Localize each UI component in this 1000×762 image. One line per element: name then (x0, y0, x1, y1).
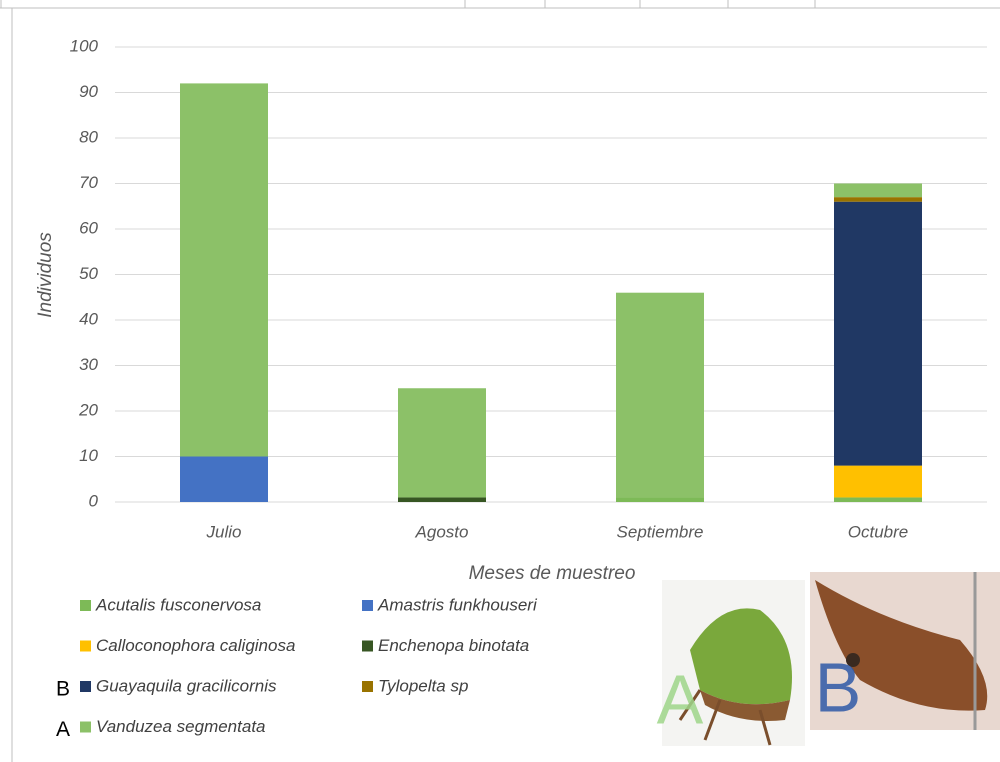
bar-segment (834, 183, 922, 198)
legend-swatch (80, 600, 91, 611)
legend-swatch (80, 640, 91, 652)
y-tick-label: 10 (79, 446, 98, 465)
image-label: A (657, 660, 704, 738)
legend-label: Guayaquila gracilicornis (96, 676, 277, 695)
legend-marker: B (56, 678, 70, 701)
y-tick-label: 100 (70, 36, 99, 55)
legend-label: Vanduzea segmentata (96, 717, 266, 736)
y-tick-label: 70 (79, 173, 98, 192)
bar-segment (834, 197, 922, 202)
bar-segment (834, 201, 922, 466)
legend-swatch (362, 600, 373, 611)
y-tick-label: 90 (79, 82, 98, 101)
bar-segment (616, 497, 704, 502)
legend-label: Acutalis fusconervosa (95, 595, 261, 614)
bar-segment (616, 292, 704, 498)
legend-label: Amastris funkhouseri (377, 595, 538, 614)
x-tick-label: Julio (206, 522, 242, 541)
bar-segment (180, 83, 268, 457)
legend-swatch (80, 721, 91, 733)
bar-segment (180, 456, 268, 502)
y-tick-label: 20 (78, 400, 98, 419)
legend-label: Calloconophora caliginosa (96, 636, 295, 655)
bar-segment (834, 465, 922, 498)
y-tick-label: 30 (79, 355, 98, 374)
legend-label: Tylopelta sp (378, 676, 468, 695)
y-tick-label: 60 (79, 218, 98, 237)
photo-b (810, 572, 1000, 730)
y-tick-label: 40 (79, 309, 98, 328)
bar-segment (398, 497, 486, 502)
legend-swatch (80, 681, 91, 692)
legend-swatch (362, 681, 373, 692)
y-tick-label: 80 (79, 127, 98, 146)
y-axis-label: Individuos (35, 232, 56, 318)
legend-marker: A (56, 718, 70, 741)
y-tick-label: 0 (89, 491, 99, 510)
y-tick-label: 50 (79, 264, 98, 283)
x-axis-label: Meses de muestreo (469, 563, 636, 584)
image-label: B (815, 648, 862, 726)
x-tick-label: Septiembre (617, 522, 704, 541)
bar-segment (834, 497, 922, 502)
photo-a (662, 580, 805, 746)
legend-label: Enchenopa binotata (378, 636, 529, 655)
x-tick-label: Octubre (848, 522, 908, 541)
bar-segment (398, 388, 486, 498)
x-tick-label: Agosto (415, 522, 469, 541)
legend-swatch (362, 640, 373, 652)
